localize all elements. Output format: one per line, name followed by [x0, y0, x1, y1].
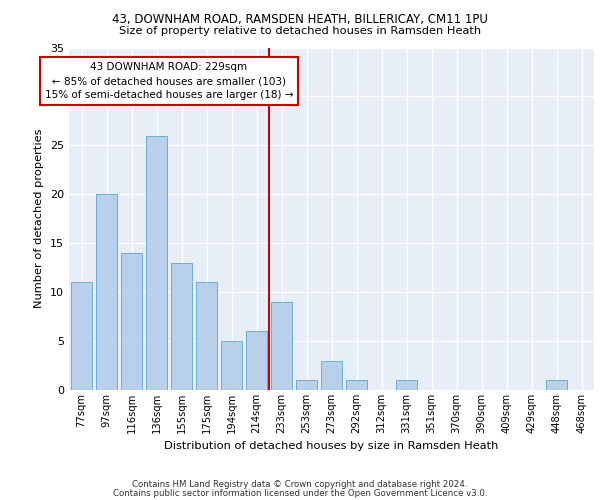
- Bar: [546, 380, 567, 390]
- Text: Size of property relative to detached houses in Ramsden Heath: Size of property relative to detached ho…: [119, 26, 481, 36]
- Bar: [321, 360, 342, 390]
- Bar: [346, 380, 367, 390]
- Bar: [196, 282, 217, 390]
- Bar: [246, 332, 267, 390]
- Bar: [271, 302, 292, 390]
- Bar: [221, 341, 242, 390]
- Bar: [146, 136, 167, 390]
- Bar: [296, 380, 317, 390]
- Text: 43, DOWNHAM ROAD, RAMSDEN HEATH, BILLERICAY, CM11 1PU: 43, DOWNHAM ROAD, RAMSDEN HEATH, BILLERI…: [112, 12, 488, 26]
- Bar: [71, 282, 92, 390]
- Bar: [171, 263, 192, 390]
- Bar: [121, 253, 142, 390]
- Bar: [396, 380, 417, 390]
- Text: 43 DOWNHAM ROAD: 229sqm
← 85% of detached houses are smaller (103)
15% of semi-d: 43 DOWNHAM ROAD: 229sqm ← 85% of detache…: [45, 62, 293, 100]
- Bar: [96, 194, 117, 390]
- Y-axis label: Number of detached properties: Number of detached properties: [34, 129, 44, 308]
- Text: Contains public sector information licensed under the Open Government Licence v3: Contains public sector information licen…: [113, 488, 487, 498]
- Text: Contains HM Land Registry data © Crown copyright and database right 2024.: Contains HM Land Registry data © Crown c…: [132, 480, 468, 489]
- X-axis label: Distribution of detached houses by size in Ramsden Heath: Distribution of detached houses by size …: [164, 442, 499, 452]
